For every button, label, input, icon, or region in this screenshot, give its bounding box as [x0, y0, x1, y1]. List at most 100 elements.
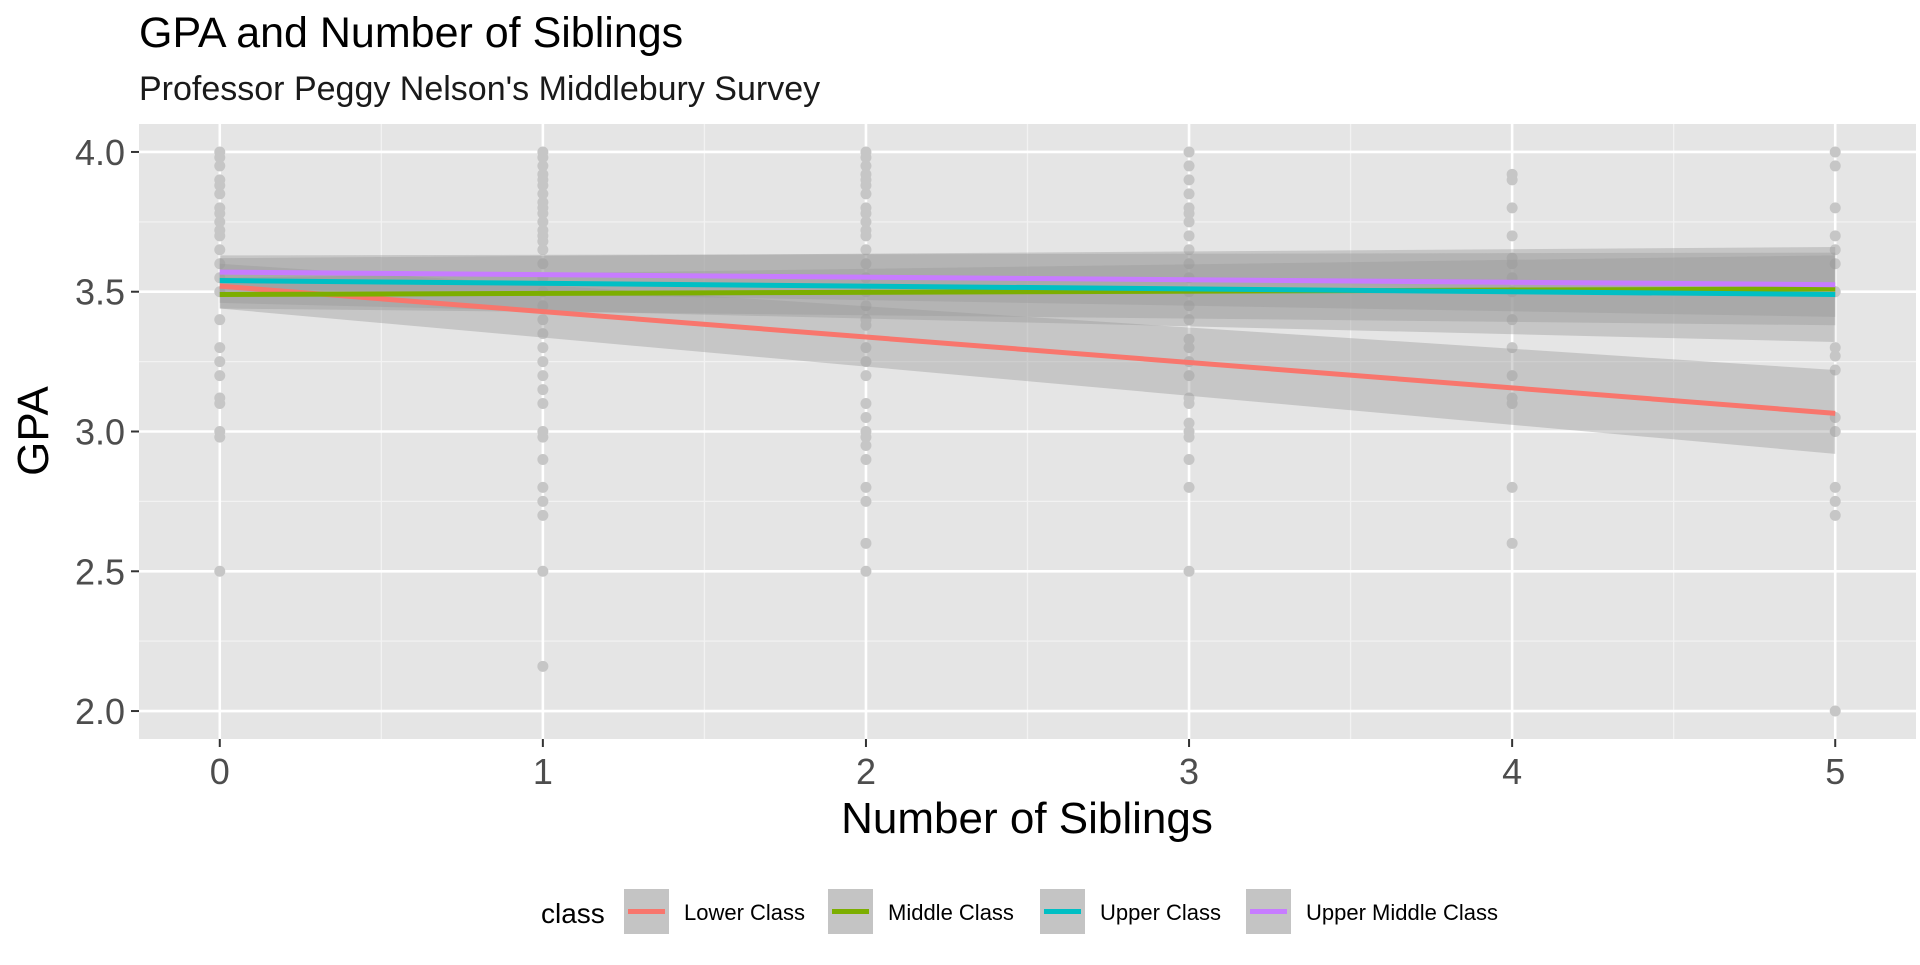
x-tick-label: 2 — [856, 751, 876, 792]
data-point — [1506, 370, 1518, 382]
data-point — [1183, 258, 1195, 270]
data-point — [1506, 314, 1518, 326]
y-tick-label: 3.0 — [75, 412, 125, 453]
data-point — [1506, 481, 1518, 493]
data-point — [214, 370, 226, 382]
data-point — [537, 370, 549, 382]
data-point — [1183, 342, 1195, 354]
y-tick-label: 2.0 — [75, 691, 125, 732]
data-point — [537, 384, 549, 396]
data-point — [214, 207, 226, 219]
data-point — [1183, 314, 1195, 326]
data-point — [1183, 174, 1195, 186]
data-point — [860, 412, 872, 424]
data-point — [1829, 202, 1841, 214]
y-axis-label: GPA — [9, 386, 58, 476]
data-point — [537, 342, 549, 354]
data-point — [1829, 258, 1841, 270]
data-point — [860, 160, 872, 172]
data-point — [214, 180, 226, 191]
data-point — [1506, 342, 1518, 354]
data-point — [860, 495, 872, 507]
data-point — [537, 481, 549, 493]
data-point — [1829, 244, 1841, 256]
x-tick-label: 4 — [1502, 751, 1522, 792]
data-point — [537, 216, 549, 228]
data-point — [537, 207, 549, 219]
data-point — [860, 216, 872, 228]
data-point — [214, 244, 226, 256]
data-point — [1829, 160, 1841, 172]
confidence-band — [219, 263, 1836, 454]
legend: class Lower Class Middle Class Upper Class… — [541, 889, 1498, 934]
data-point — [860, 565, 872, 577]
data-point — [1829, 230, 1841, 242]
data-point — [214, 342, 226, 354]
x-tick-label: 1 — [533, 751, 553, 792]
data-point — [214, 216, 226, 228]
data-point — [1183, 160, 1195, 172]
data-point — [1183, 398, 1195, 410]
data-point — [860, 207, 872, 219]
data-point — [1506, 258, 1518, 270]
y-tick-label: 2.5 — [75, 551, 125, 592]
data-point — [860, 188, 872, 200]
data-point — [1829, 509, 1841, 521]
data-point — [537, 314, 549, 326]
data-point — [1829, 350, 1841, 362]
data-point — [860, 342, 872, 354]
data-point — [537, 356, 549, 368]
data-point — [537, 431, 549, 443]
data-point — [1183, 244, 1195, 256]
data-point — [1829, 426, 1841, 437]
data-points — [214, 146, 1841, 717]
data-point — [860, 453, 872, 465]
data-point — [537, 509, 549, 521]
confidence-band — [219, 252, 1836, 317]
data-point — [1829, 705, 1841, 717]
data-point — [860, 152, 872, 164]
axes: 0 1 2 3 4 5 2.0 2.5 3.0 3.5 4.0 — [75, 132, 1845, 792]
data-point — [537, 244, 549, 256]
data-point — [537, 235, 549, 247]
data-point — [214, 160, 226, 172]
data-point — [860, 370, 872, 382]
data-point — [1829, 481, 1841, 493]
data-point — [860, 300, 872, 312]
x-tick-label: 0 — [210, 751, 230, 792]
data-point — [537, 660, 549, 672]
trend-line — [219, 283, 1836, 416]
data-point — [537, 328, 549, 340]
x-tick-label: 3 — [1179, 751, 1199, 792]
data-point — [537, 565, 549, 577]
trend-lines — [219, 269, 1836, 416]
legend-title: class — [541, 898, 605, 929]
y-tick-label: 3.5 — [75, 272, 125, 313]
data-point — [1506, 202, 1518, 214]
data-point — [860, 180, 872, 191]
data-point — [537, 495, 549, 507]
data-point — [860, 258, 872, 270]
data-point — [214, 230, 226, 242]
data-point — [1183, 370, 1195, 382]
data-point — [860, 431, 872, 443]
data-point — [860, 439, 872, 451]
data-point — [1506, 174, 1518, 186]
trend-line — [219, 269, 1836, 288]
data-point — [537, 398, 549, 410]
legend-label: Middle Class — [888, 900, 1014, 925]
legend-label: Upper Class — [1100, 900, 1221, 925]
data-point — [537, 258, 549, 270]
x-tick-label: 5 — [1825, 751, 1845, 792]
data-point — [1183, 188, 1195, 200]
data-point — [1183, 230, 1195, 242]
data-point — [214, 431, 226, 443]
data-point — [1183, 417, 1195, 429]
legend-label: Upper Middle Class — [1306, 900, 1498, 925]
data-point — [1506, 398, 1518, 410]
data-point — [1183, 481, 1195, 493]
data-point — [537, 188, 549, 200]
data-point — [214, 565, 226, 577]
